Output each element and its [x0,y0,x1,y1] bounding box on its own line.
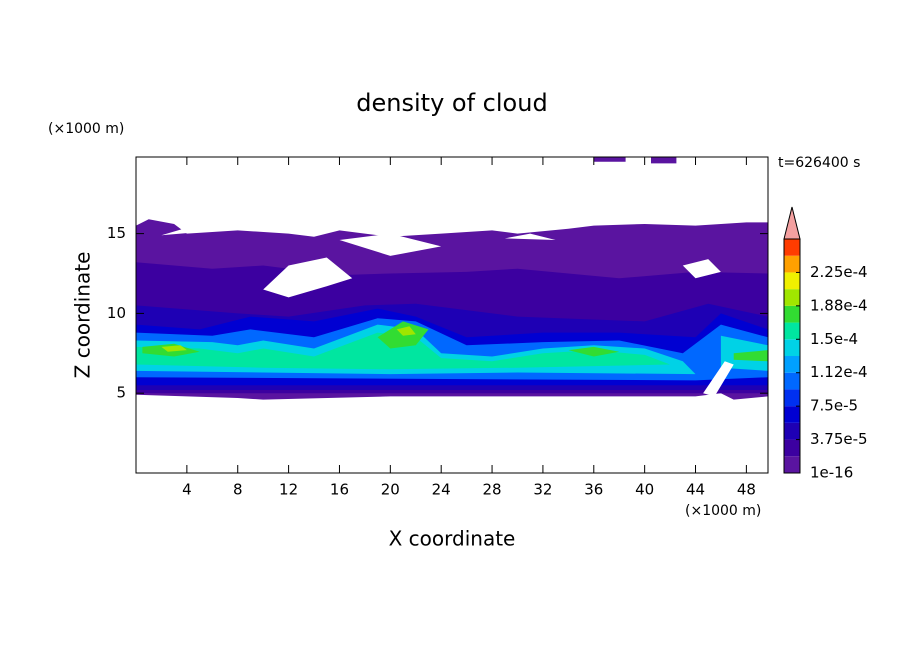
y-unit: (×1000 m) [48,121,124,137]
chart-title: density of cloud [356,89,547,117]
colorbar: 1e-16 3.75e-5 7.5e-5 1.12e-4 1.5e-4 1.88e-4 2.… [783,206,868,482]
y-tick-label: 15 [107,224,126,242]
x-tick-label: 12 [279,481,298,499]
x-tick-label: 28 [483,481,502,499]
contour-region [136,332,671,370]
colorbar-tick-label: 1.88e-4 [810,296,868,314]
x-axis-label: X coordinate [389,527,516,551]
x-tick-label: 20 [381,481,400,499]
colorbar-band [784,456,800,473]
clear-region [339,233,442,256]
x-tick-label: 40 [635,481,654,499]
colorbar-band [784,422,800,440]
y-tick-label: 10 [107,304,126,322]
colorbar-band [784,406,800,423]
colorbar-frame [783,238,801,474]
x-tick-label: 4 [182,481,192,499]
plot-frame [135,156,769,474]
colorbar-extension [783,206,801,240]
contour-region [396,326,416,336]
colorbar-band [784,439,800,457]
x-tick-label: 36 [584,481,603,499]
contour-region [568,346,620,357]
contour-region [651,157,677,164]
clear-region [682,259,721,279]
colorbar-band [784,289,800,306]
colorbar-band [784,255,800,273]
colorbar-band [784,305,800,323]
colorbar-band [784,239,800,256]
colorbar-tick-label: 3.75e-5 [810,430,868,448]
colorbar-band [784,372,800,390]
clear-region [703,361,734,397]
colorbar-band [784,322,800,340]
colorbar-tick-label: 7.5e-5 [810,397,858,415]
colorbar-tick-label: 1.5e-4 [810,330,858,348]
x-tick-label: 24 [432,481,451,499]
clear-region [161,224,238,236]
colorbar-band [784,389,800,407]
time-label: t=626400 s [778,155,860,171]
colorbar-band [784,272,800,290]
x-tick-label: 16 [330,481,349,499]
contour-field [136,157,768,400]
x-tick-label: 8 [233,481,243,499]
colorbar-tick-label: 1.12e-4 [810,363,868,381]
y-axis-label: Z coordinate [71,252,95,379]
contour-region [593,157,626,162]
colorbar-tick-label: 1e-16 [810,464,853,482]
x-unit: (×1000 m) [685,503,761,519]
clear-region [504,233,556,240]
y-tick-label: 5 [116,384,126,402]
colorbar-band [784,339,800,356]
clear-region [263,257,353,298]
x-tick-label: 48 [737,481,756,499]
x-tick-label: 44 [686,481,705,499]
contour-region [733,350,768,362]
contour-region [161,345,187,352]
colorbar-tick-label: 2.25e-4 [810,263,868,281]
x-tick-label: 32 [533,481,552,499]
colorbar-band [784,356,800,373]
